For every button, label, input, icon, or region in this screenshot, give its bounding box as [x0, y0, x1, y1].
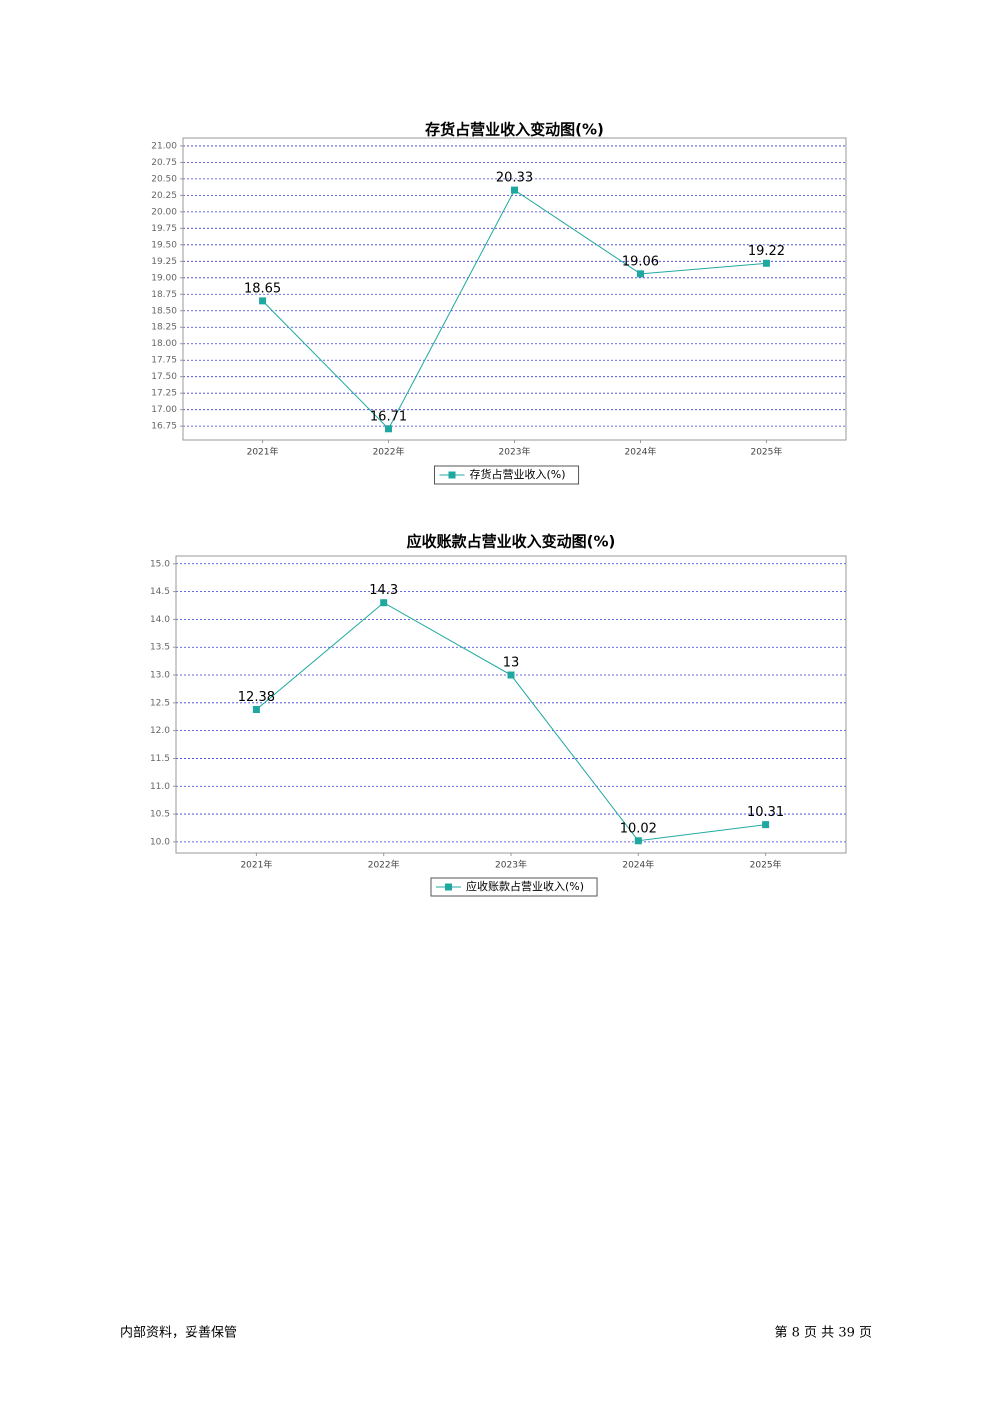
x-tick-label: 2022年: [368, 859, 400, 871]
y-tick-label: 10.0: [150, 837, 170, 847]
y-tick-label: 14.0: [150, 615, 170, 625]
data-label: 20.33: [496, 171, 533, 186]
data-label: 10.31: [747, 805, 784, 820]
legend-marker: [445, 883, 452, 891]
x-tick-label: 2023年: [495, 859, 527, 871]
data-point: [385, 425, 393, 433]
x-tick-label: 2024年: [622, 859, 654, 871]
y-tick-label: 11.5: [150, 754, 170, 764]
data-point: [634, 837, 642, 845]
y-tick-label: 18.50: [151, 306, 177, 316]
x-tick-label: 2021年: [247, 446, 279, 458]
legend-box: [430, 877, 598, 897]
data-label: 12.38: [238, 690, 275, 705]
x-tick-label: 2023年: [499, 446, 531, 458]
y-tick-label: 20.50: [151, 174, 177, 184]
y-tick-label: 20.75: [151, 158, 177, 168]
x-tick-label: 2025年: [750, 859, 782, 871]
chart-title: 应收账款占营业收入变动图(%): [407, 533, 616, 551]
legend-label: 存货占营业收入(%): [470, 467, 566, 481]
y-tick-label: 12.0: [150, 726, 170, 736]
y-tick-label: 17.50: [151, 372, 177, 382]
data-label: 14.3: [369, 583, 398, 598]
x-tick-label: 2022年: [373, 446, 405, 458]
y-tick-label: 18.00: [151, 339, 177, 349]
y-tick-label: 13.0: [150, 671, 170, 681]
y-tick-label: 17.00: [151, 405, 177, 415]
data-point: [511, 186, 518, 194]
legend-marker: [448, 471, 456, 479]
data-label: 10.02: [620, 821, 657, 836]
y-tick-label: 12.5: [150, 698, 170, 708]
y-tick-label: 11.0: [150, 782, 170, 792]
x-tick-label: 2025年: [750, 446, 782, 458]
y-tick-label: 19.50: [151, 240, 177, 250]
y-tick-label: 20.25: [151, 191, 177, 201]
footer-page: 第 8 页 共 39 页: [775, 1326, 872, 1341]
x-tick-label: 2024年: [625, 446, 657, 458]
data-label: 16.71: [370, 409, 407, 424]
chart-title: 存货占营业收入变动图(%): [425, 121, 604, 139]
y-tick-label: 18.25: [151, 323, 177, 333]
y-tick-label: 17.25: [151, 389, 177, 399]
y-tick-label: 17.75: [151, 356, 177, 366]
data-point: [507, 671, 515, 679]
data-point: [762, 821, 770, 829]
legend-label: 应收账款占营业收入(%): [466, 879, 584, 893]
data-point: [380, 599, 388, 607]
x-tick-label: 2021年: [240, 859, 272, 871]
y-tick-label: 21.00: [151, 141, 177, 151]
footer-left: 内部资料，妥善保管: [120, 1325, 237, 1341]
data-label: 13: [503, 656, 520, 671]
y-tick-label: 19.25: [151, 257, 177, 267]
y-tick-label: 20.00: [151, 207, 177, 217]
y-tick-label: 10.5: [150, 810, 170, 820]
y-tick-label: 19.75: [151, 224, 177, 234]
data-point: [252, 706, 260, 714]
y-tick-label: 16.75: [151, 422, 177, 432]
y-tick-label: 18.75: [151, 290, 177, 300]
data-label: 18.65: [244, 281, 281, 296]
data-point: [636, 270, 644, 278]
data-point: [762, 259, 770, 267]
y-tick-label: 13.5: [150, 643, 170, 653]
legend-box: [434, 465, 580, 485]
y-tick-label: 15.0: [150, 559, 170, 569]
data-label: 19.06: [622, 254, 659, 269]
y-tick-label: 19.00: [151, 273, 177, 283]
data-label: 19.22: [748, 244, 785, 259]
y-tick-label: 14.5: [150, 587, 170, 597]
data-point: [259, 297, 267, 305]
